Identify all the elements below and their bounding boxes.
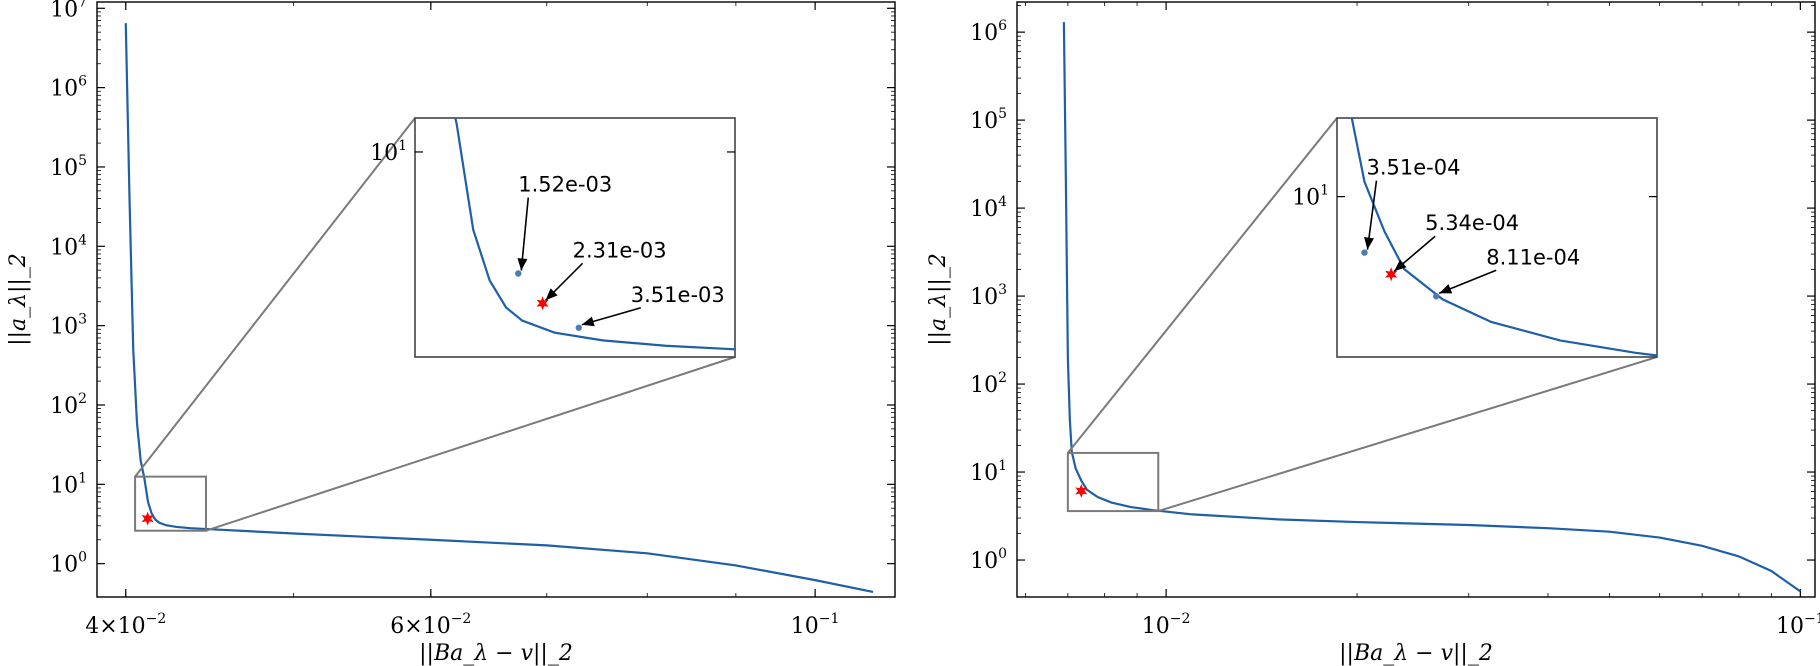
inset-optimal-star (536, 296, 549, 311)
y-tick-label: 101 (970, 458, 1007, 486)
optimal-star (141, 511, 154, 526)
annotation-arrowhead (1364, 237, 1374, 250)
y-tick-label: 103 (970, 282, 1007, 310)
inset-y-tick-label: 101 (1292, 183, 1329, 211)
l-curve-line (124, 23, 874, 594)
zoom-region-box (134, 475, 207, 532)
annotation-arrowhead (517, 258, 528, 271)
x-axis-label: ||Ba_λ − v||_2 (1339, 641, 1493, 666)
annotation-arrowhead (1394, 259, 1407, 272)
x-axis-label: ||Ba_λ − v||_2 (419, 641, 573, 666)
inset-point-marker (515, 270, 522, 277)
annotation-arrow (520, 197, 530, 271)
y-tick-label: 105 (970, 106, 1007, 134)
x-tick-label: 10−1 (1776, 611, 1820, 639)
inset-point-marker (575, 324, 582, 331)
annotation-label: 3.51e-04 (1366, 156, 1460, 180)
y-tick-label: 106 (50, 74, 87, 102)
inset-curve-line (454, 118, 735, 351)
y-tick-label: 102 (970, 370, 1007, 398)
x-tick-label: 10−1 (791, 611, 840, 639)
y-tick-label: 106 (970, 18, 1007, 46)
y-tick-label: 107 (50, 0, 87, 22)
x-tick-label: 4×10−2 (85, 611, 166, 639)
y-tick-label: 104 (970, 194, 1007, 222)
annotation-label: 1.52e-03 (518, 173, 612, 197)
inset-point-marker (1433, 293, 1440, 300)
zoom-connector-line (134, 117, 416, 478)
inset-curve-line (1350, 118, 1657, 357)
inset-y-tick-label: 101 (370, 138, 407, 166)
y-axis-label: ||a_λ||_2 (926, 253, 951, 346)
y-tick-label: 100 (50, 550, 87, 578)
x-tick-label: 6×10−2 (390, 611, 471, 639)
zoom-region-box (1066, 451, 1160, 513)
optimal-star (1075, 483, 1088, 498)
annotation-label: 3.51e-03 (631, 283, 725, 307)
zoom-connector-line (1067, 117, 1338, 454)
annotation-label: 8.11e-04 (1486, 245, 1580, 269)
annotation-arrowhead (545, 288, 558, 301)
y-axis-label: ||a_λ||_2 (6, 253, 31, 346)
plot-frame (96, 1, 896, 598)
y-tick-label: 104 (50, 232, 87, 260)
y-tick-label: 101 (50, 470, 87, 498)
annotation-arrowhead (1439, 284, 1453, 294)
plot-frame (1016, 1, 1816, 598)
annotation-label: 2.31e-03 (573, 238, 667, 262)
zoom-connector-line (1157, 356, 1658, 513)
zoom-connector-line (205, 356, 736, 532)
y-tick-label: 103 (50, 312, 87, 340)
y-tick-label: 105 (50, 153, 87, 181)
inset-frame (1336, 117, 1658, 358)
y-tick-label: 100 (970, 546, 1007, 574)
annotation-label: 5.34e-04 (1425, 211, 1519, 235)
inset-point-marker (1361, 249, 1368, 256)
inset-optimal-star (1385, 267, 1398, 282)
l-curve-line (1062, 22, 1801, 593)
annotation-arrowhead (581, 316, 595, 327)
x-tick-label: 10−2 (1142, 611, 1191, 639)
inset-frame (414, 117, 736, 358)
y-tick-label: 102 (50, 391, 87, 419)
subplot-2: 100 101 102 103 104 105 106 10−2 10−1 ||Ba_λ − v|… (926, 1, 1820, 666)
subplot-1: 100 101 102 103 104 105 106 107 4×10−2 6×10−2 10−1… (6, 0, 896, 666)
